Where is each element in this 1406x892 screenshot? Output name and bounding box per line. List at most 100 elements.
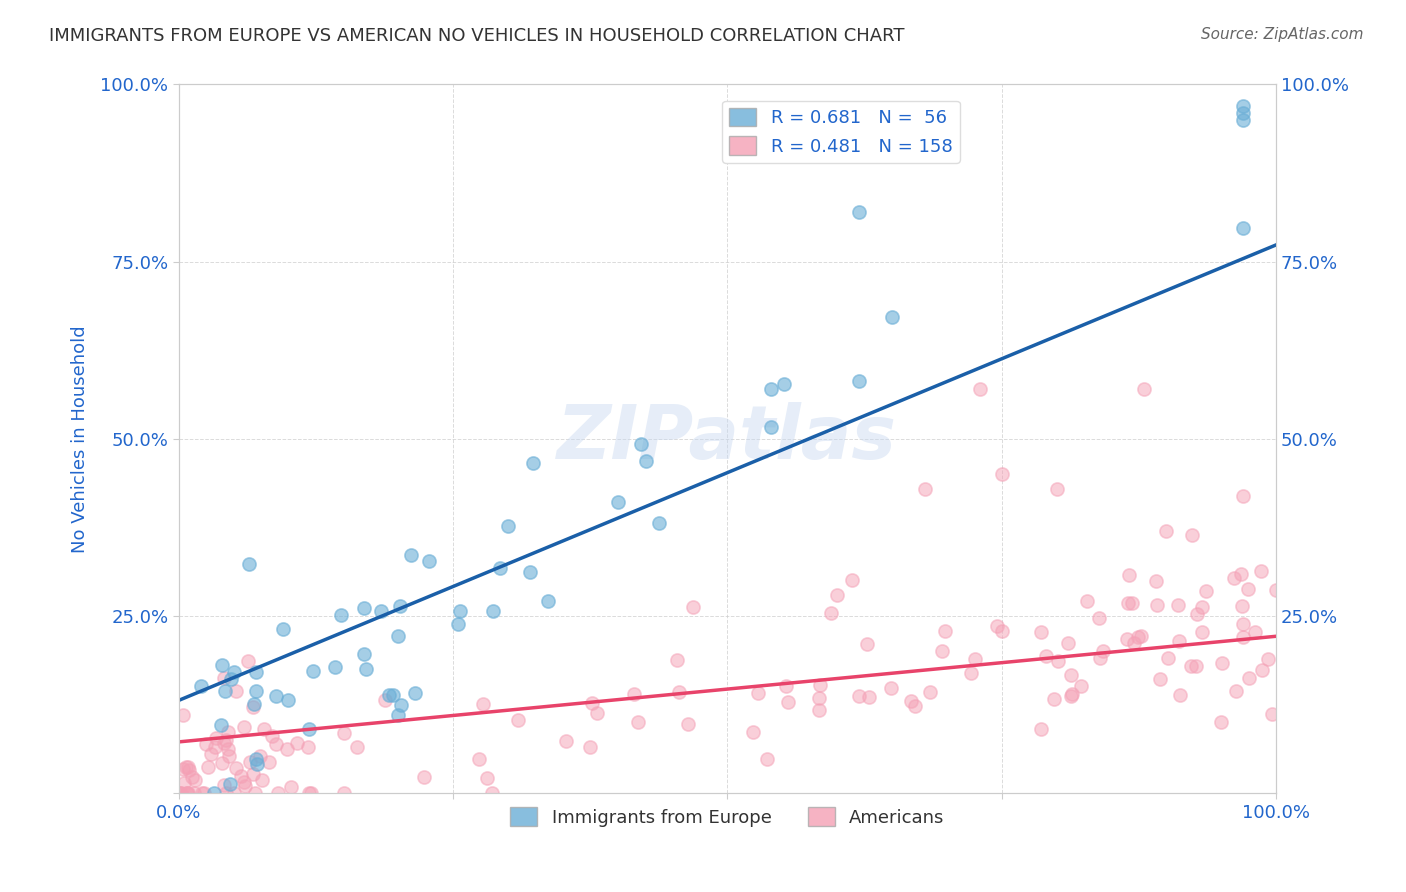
Point <box>579 740 602 755</box>
Point <box>217 724 239 739</box>
Point <box>918 685 941 699</box>
Point <box>537 594 560 608</box>
Point <box>808 703 831 717</box>
Point <box>825 588 848 602</box>
Point <box>555 733 578 747</box>
Point <box>623 687 645 701</box>
Point <box>508 713 530 727</box>
Point <box>475 771 498 785</box>
Point <box>1187 607 1209 622</box>
Point <box>277 693 299 707</box>
Point <box>986 619 1008 633</box>
Point <box>1225 683 1247 698</box>
Point <box>245 684 267 698</box>
Point <box>264 689 287 703</box>
Point <box>1057 636 1080 650</box>
Point <box>990 467 1012 482</box>
Point <box>963 652 986 666</box>
Point <box>202 786 225 800</box>
Point <box>169 786 191 800</box>
Point <box>169 786 191 800</box>
Point <box>1211 656 1233 670</box>
Point <box>1244 625 1267 640</box>
Point <box>323 660 346 674</box>
Point <box>181 770 204 784</box>
Point <box>404 685 426 699</box>
Point <box>176 786 198 800</box>
Point <box>209 717 232 731</box>
Point <box>1264 582 1286 597</box>
Point <box>299 786 322 800</box>
Point <box>447 616 470 631</box>
Point <box>184 773 207 788</box>
Point <box>238 654 260 668</box>
Point <box>333 786 356 800</box>
Point <box>215 733 238 747</box>
Point <box>1168 634 1191 648</box>
Point <box>212 778 235 792</box>
Point <box>353 601 375 615</box>
Point <box>581 696 603 710</box>
Point <box>627 714 650 729</box>
Point <box>389 698 412 712</box>
Point <box>1122 636 1144 650</box>
Point <box>1091 644 1114 658</box>
Point <box>904 699 927 714</box>
Point <box>378 688 401 702</box>
Point <box>330 608 353 623</box>
Point <box>807 690 830 705</box>
Point <box>246 757 269 772</box>
Legend: Immigrants from Europe, Americans: Immigrants from Europe, Americans <box>503 800 952 834</box>
Point <box>1223 571 1246 585</box>
Point <box>225 684 247 698</box>
Point <box>960 665 983 680</box>
Point <box>280 780 302 794</box>
Point <box>218 749 240 764</box>
Point <box>211 658 233 673</box>
Point <box>482 604 505 618</box>
Point <box>242 700 264 714</box>
Point <box>1060 668 1083 682</box>
Point <box>285 736 308 750</box>
Point <box>214 683 236 698</box>
Point <box>1232 630 1254 644</box>
Point <box>271 622 294 636</box>
Point <box>194 737 217 751</box>
Point <box>747 686 769 700</box>
Point <box>931 644 953 658</box>
Point <box>191 786 214 800</box>
Point <box>1042 691 1064 706</box>
Point <box>179 763 201 777</box>
Point <box>1076 593 1098 607</box>
Point <box>666 653 689 667</box>
Point <box>820 606 842 620</box>
Point <box>1146 599 1168 613</box>
Point <box>1232 599 1254 613</box>
Point <box>778 694 800 708</box>
Point <box>1060 686 1083 700</box>
Point <box>1232 617 1254 632</box>
Point <box>418 554 440 568</box>
Point <box>232 775 254 789</box>
Point <box>1180 658 1202 673</box>
Point <box>1116 596 1139 610</box>
Point <box>761 420 783 434</box>
Point <box>302 664 325 678</box>
Point <box>176 786 198 800</box>
Point <box>648 516 671 531</box>
Point <box>353 647 375 661</box>
Point <box>225 760 247 774</box>
Point <box>880 310 903 324</box>
Point <box>399 549 422 563</box>
Point <box>176 760 198 774</box>
Point <box>900 694 922 708</box>
Point <box>1154 524 1177 538</box>
Point <box>481 786 503 800</box>
Point <box>197 759 219 773</box>
Point <box>519 565 541 579</box>
Point <box>1232 106 1254 120</box>
Point <box>177 760 200 774</box>
Point <box>1195 584 1218 599</box>
Point <box>1232 112 1254 127</box>
Point <box>183 786 205 800</box>
